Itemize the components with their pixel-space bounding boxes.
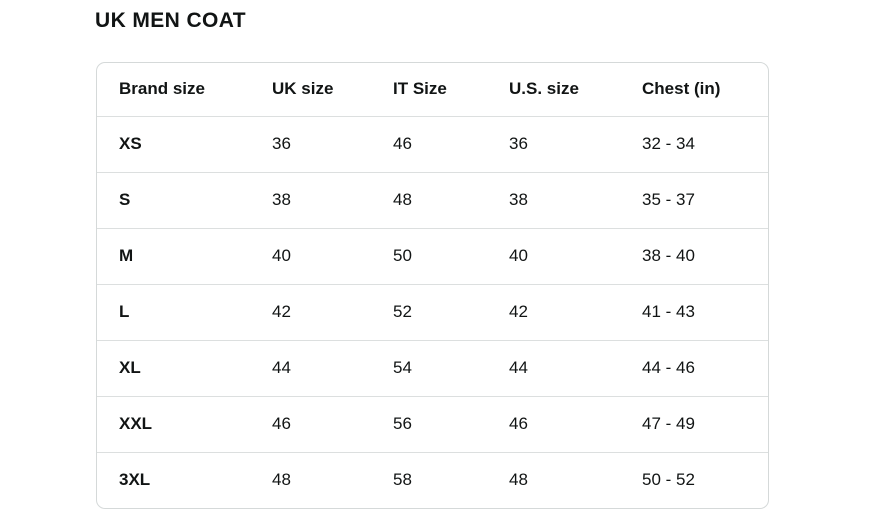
column-header-chest-in: Chest (in) xyxy=(642,79,721,99)
cell-uk-size: 38 xyxy=(272,171,393,228)
size-table-row: M 40 50 40 38 - 40 xyxy=(97,227,768,284)
column-header-uk-size: UK size xyxy=(272,79,334,99)
row-label-brand-size: S xyxy=(97,171,272,228)
cell-chest-in: 44 - 46 xyxy=(642,339,768,396)
cell-it-size: 54 xyxy=(393,339,509,396)
cell-us-size: 42 xyxy=(509,283,642,340)
cell-it-size: 56 xyxy=(393,395,509,452)
cell-it-size: 50 xyxy=(393,227,509,284)
size-table-row: 3XL 48 58 48 50 - 52 xyxy=(97,451,768,508)
cell-it-size: 48 xyxy=(393,171,509,228)
size-table-card: Brand size UK size IT Size U.S. size Che… xyxy=(96,62,769,509)
cell-us-size: 44 xyxy=(509,339,642,396)
row-label-brand-size: XS xyxy=(97,115,272,172)
size-table-row: XXL 46 56 46 47 - 49 xyxy=(97,395,768,452)
cell-us-size: 36 xyxy=(509,115,642,172)
row-label-brand-size: M xyxy=(97,227,272,284)
row-label-brand-size: L xyxy=(97,283,272,340)
row-label-brand-size: XXL xyxy=(97,395,272,452)
cell-us-size: 46 xyxy=(509,395,642,452)
cell-it-size: 58 xyxy=(393,451,509,508)
size-table-row: S 38 48 38 35 - 37 xyxy=(97,171,768,228)
row-label-brand-size: 3XL xyxy=(97,451,272,508)
cell-uk-size: 36 xyxy=(272,115,393,172)
row-label-brand-size: XL xyxy=(97,339,272,396)
column-header-us-size: U.S. size xyxy=(509,79,579,99)
cell-uk-size: 48 xyxy=(272,451,393,508)
column-header-it-size: IT Size xyxy=(393,79,447,99)
cell-it-size: 52 xyxy=(393,283,509,340)
cell-chest-in: 50 - 52 xyxy=(642,451,768,508)
size-table-header-row: Brand size UK size IT Size U.S. size Che… xyxy=(97,63,768,116)
size-table-row: XL 44 54 44 44 - 46 xyxy=(97,339,768,396)
column-header-brand-size: Brand size xyxy=(119,79,205,99)
cell-uk-size: 40 xyxy=(272,227,393,284)
cell-chest-in: 35 - 37 xyxy=(642,171,768,228)
cell-us-size: 40 xyxy=(509,227,642,284)
cell-us-size: 48 xyxy=(509,451,642,508)
size-table-row: L 42 52 42 41 - 43 xyxy=(97,283,768,340)
cell-chest-in: 32 - 34 xyxy=(642,115,768,172)
cell-chest-in: 47 - 49 xyxy=(642,395,768,452)
cell-uk-size: 46 xyxy=(272,395,393,452)
size-table-row: XS 36 46 36 32 - 34 xyxy=(97,115,768,172)
size-table: Brand size UK size IT Size U.S. size Che… xyxy=(97,63,768,508)
size-chart-title: UK MEN COAT xyxy=(95,9,247,32)
cell-uk-size: 42 xyxy=(272,283,393,340)
cell-chest-in: 41 - 43 xyxy=(642,283,768,340)
cell-chest-in: 38 - 40 xyxy=(642,227,768,284)
size-table-body: XS 36 46 36 32 - 34 S 38 48 38 35 - 37 M 40 50 40 38 -… xyxy=(97,115,768,508)
cell-uk-size: 44 xyxy=(272,339,393,396)
cell-us-size: 38 xyxy=(509,171,642,228)
cell-it-size: 46 xyxy=(393,115,509,172)
